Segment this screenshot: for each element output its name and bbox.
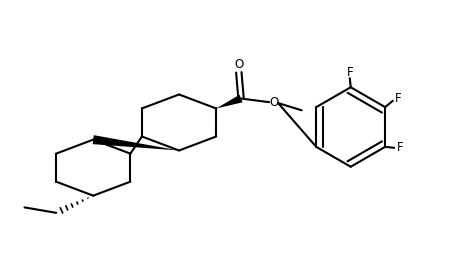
Text: F: F: [397, 141, 403, 154]
Polygon shape: [93, 135, 179, 150]
Text: O: O: [234, 58, 243, 71]
Text: O: O: [269, 96, 278, 109]
Text: F: F: [395, 92, 402, 105]
Text: F: F: [346, 66, 353, 79]
Polygon shape: [216, 95, 243, 108]
